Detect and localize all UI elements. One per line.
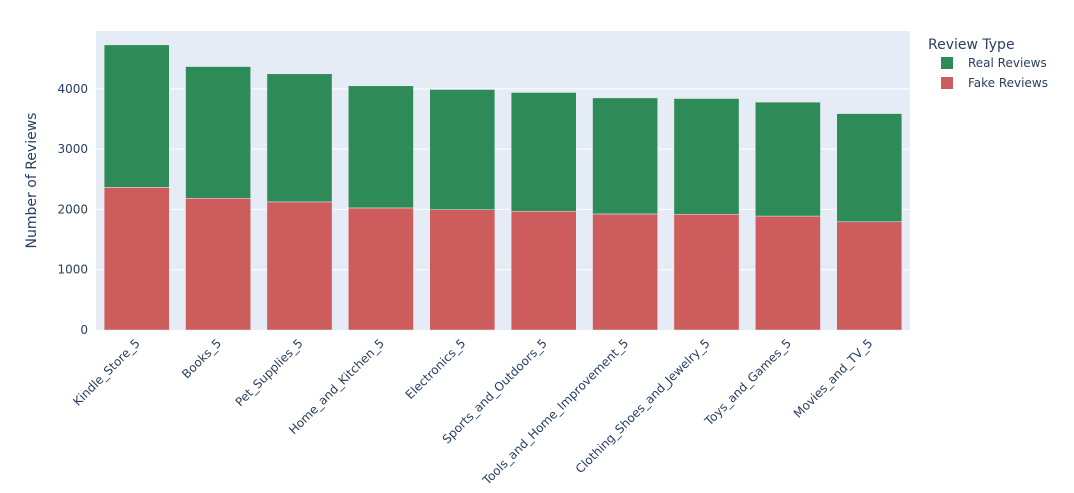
bar-real-reviews-Kindle_Store_5 xyxy=(103,44,170,188)
x-tick-label-Kindle_Store_5: Kindle_Store_5 xyxy=(70,336,142,408)
y-axis-title: Number of Reviews xyxy=(24,113,40,249)
bars xyxy=(103,44,903,331)
bar-real-reviews-Toys_and_Games_5 xyxy=(755,101,821,217)
y-tick-label-2000: 2000 xyxy=(57,202,88,216)
bar-fake-reviews-Kindle_Store_5 xyxy=(103,187,170,331)
x-axis-ticks: Kindle_Store_5 Books_5 Pet_Supplies_5Home_… xyxy=(70,336,875,488)
bar-fake-reviews-Clothing_Shoes_and_Jewelry_5 xyxy=(673,214,740,331)
x-tick-label-Pet_Supplies_5: Pet_Supplies_5 xyxy=(233,336,306,409)
legend-label-real-reviews: Real Reviews xyxy=(968,56,1047,70)
bar-real-reviews-Home_and_Kitchen_5 xyxy=(348,85,414,209)
x-tick-label-Electronics_5: Electronics_5 xyxy=(403,336,469,402)
legend-swatch-real-reviews xyxy=(941,57,953,69)
y-tick-label-0: 0 xyxy=(80,323,88,337)
bar-fake-reviews-Electronics_5 xyxy=(429,209,496,331)
y-tick-label-4000: 4000 xyxy=(57,82,88,96)
bar-real-reviews-Electronics_5 xyxy=(429,89,496,210)
y-tick-label-1000: 1000 xyxy=(57,263,88,277)
x-tick-label-Toys_and_Games_5: Toys_and_Games_5 xyxy=(701,336,794,429)
legend-swatch-fake-reviews xyxy=(941,77,953,89)
x-tick-label-Tools_and_Home_Improvement_5: Tools_and_Home_Improvement_5 xyxy=(479,336,631,488)
bar-fake-reviews-Movies_and_TV_5 xyxy=(836,221,903,331)
bar-fake-reviews-Tools_and_Home_Improvement_5 xyxy=(592,213,658,331)
bar-real-reviews-Clothing_Shoes_and_Jewelry_5 xyxy=(673,98,740,215)
x-tick-label-Books_5: Books_5 xyxy=(179,336,224,381)
bar-fake-reviews-Home_and_Kitchen_5 xyxy=(348,207,414,331)
bar-real-reviews-Tools_and_Home_Improvement_5 xyxy=(592,97,658,215)
x-tick-label-Home_and_Kitchen_5: Home_and_Kitchen_5 xyxy=(286,336,387,437)
bar-real-reviews-Movies_and_TV_5 xyxy=(836,113,903,223)
y-axis-ticks: 0 1000 2000 3000 4000 xyxy=(57,82,88,337)
x-tick-label-Movies_and_TV_5: Movies_and_TV_5 xyxy=(791,336,876,421)
legend-title: Review Type xyxy=(928,37,1015,53)
bar-real-reviews-Books_5 xyxy=(185,66,251,199)
bar-fake-reviews-Books_5 xyxy=(185,198,251,331)
legend-label-fake-reviews: Fake Reviews xyxy=(968,76,1048,90)
legend: Review Type Real Reviews Fake Reviews xyxy=(928,37,1048,90)
bar-fake-reviews-Sports_and_Outdoors_5 xyxy=(510,210,577,331)
bar-fake-reviews-Toys_and_Games_5 xyxy=(755,215,821,331)
bar-real-reviews-Pet_Supplies_5 xyxy=(266,73,333,203)
x-tick-label-Clothing_Shoes_and_Jewelry_5: Clothing_Shoes_and_Jewelry_5 xyxy=(573,336,713,476)
bar-real-reviews-Sports_and_Outdoors_5 xyxy=(510,92,577,212)
bar-fake-reviews-Pet_Supplies_5 xyxy=(266,201,333,331)
y-tick-label-3000: 3000 xyxy=(57,142,88,156)
